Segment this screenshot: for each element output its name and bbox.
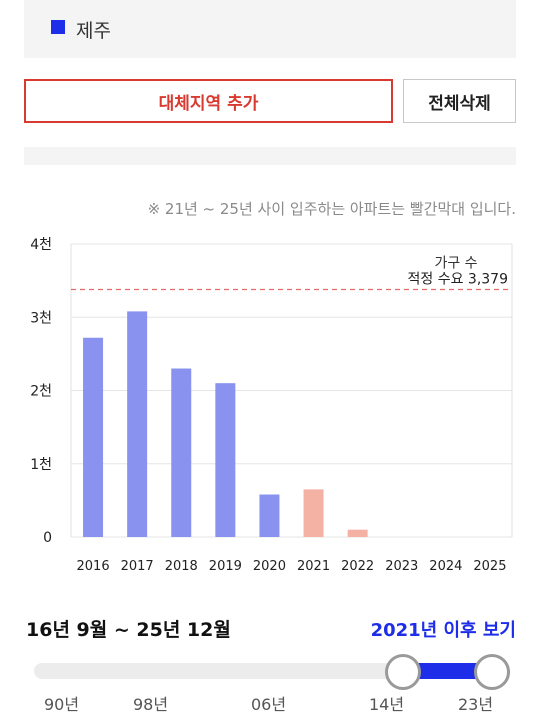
x-tick-label: 2016 [77,559,110,574]
period-range-label: 16년 9월 ~ 25년 12월 [26,619,231,641]
period-slider-end-handle[interactable] [474,654,510,690]
bar-2019 [215,383,236,537]
y-tick-label: 4천 [30,237,52,253]
x-tick-label: 2024 [429,559,462,574]
delete-all-button[interactable]: 전체삭제 [403,79,516,123]
slider-tick-label: 90년 [44,695,80,714]
bar-2017 [127,311,148,537]
selected-region-card: 제주 [24,0,516,58]
region-name: 제주 [76,20,111,42]
x-tick-label: 2025 [473,559,506,574]
y-tick-label: 1천 [30,457,52,473]
add-alternative-region-button[interactable]: 대체지역 추가 [24,79,393,123]
reference-title: 가구 수 [434,255,477,271]
x-tick-label: 2021 [297,559,330,574]
x-tick-label: 2018 [165,559,198,574]
x-tick-label: 2023 [385,559,418,574]
bar-2022 [347,529,368,537]
view-after-2021-link[interactable]: 2021년 이후 보기 [370,620,516,641]
supply-bar-chart: 0 1천 2천 3천 4천 2016 2017 2018 2019 2020 2021 2022 202… [30,237,513,574]
slider-tick-label: 23년 [458,695,494,714]
x-tick-label: 2022 [341,559,374,574]
y-tick-label: 2천 [30,384,52,400]
y-tick-label: 0 [43,530,52,546]
x-tick-label: 2017 [121,559,154,574]
bar-2018 [171,368,192,537]
section-divider [24,147,516,165]
region-color-swatch [51,20,65,34]
slider-tick-label: 14년 [369,695,405,714]
bar-2016 [83,337,104,537]
x-tick-label: 2020 [253,559,286,574]
period-slider-selected-range [403,663,491,679]
slider-tick-label: 98년 [133,695,169,714]
y-tick-label: 3천 [30,310,52,326]
reference-label: 적정 수요 3,379 [408,271,509,287]
period-slider-start-handle[interactable] [385,654,421,690]
x-tick-label: 2019 [209,559,242,574]
chart-notice: ※ 21년 ~ 25년 사이 입주하는 아파트는 빨간막대 입니다. [147,200,516,218]
slider-tick-label: 06년 [251,695,287,714]
bar-2021 [303,489,324,537]
bar-2020 [259,494,280,537]
